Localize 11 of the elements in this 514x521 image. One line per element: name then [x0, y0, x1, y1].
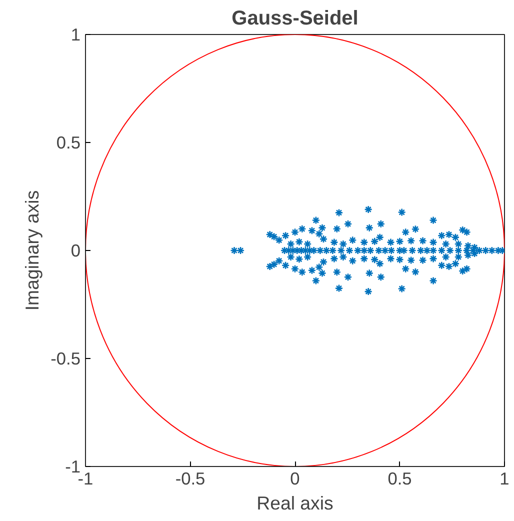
- x-tick-label: 0.5: [388, 468, 412, 488]
- x-tick-label: 0: [290, 468, 300, 488]
- chart-title: Gauss-Seidel: [232, 8, 358, 30]
- y-tick-label: 0.5: [56, 132, 81, 152]
- y-tick-label: -0.5: [50, 348, 80, 368]
- y-tick-label: 0: [70, 240, 81, 260]
- x-tick-label: 1: [500, 468, 510, 488]
- y-tick-label: 1: [70, 24, 81, 44]
- y-axis-title: Imaginary axis: [22, 190, 43, 311]
- x-axis-title: Real axis: [256, 492, 334, 514]
- x-tick-label: -0.5: [175, 468, 206, 488]
